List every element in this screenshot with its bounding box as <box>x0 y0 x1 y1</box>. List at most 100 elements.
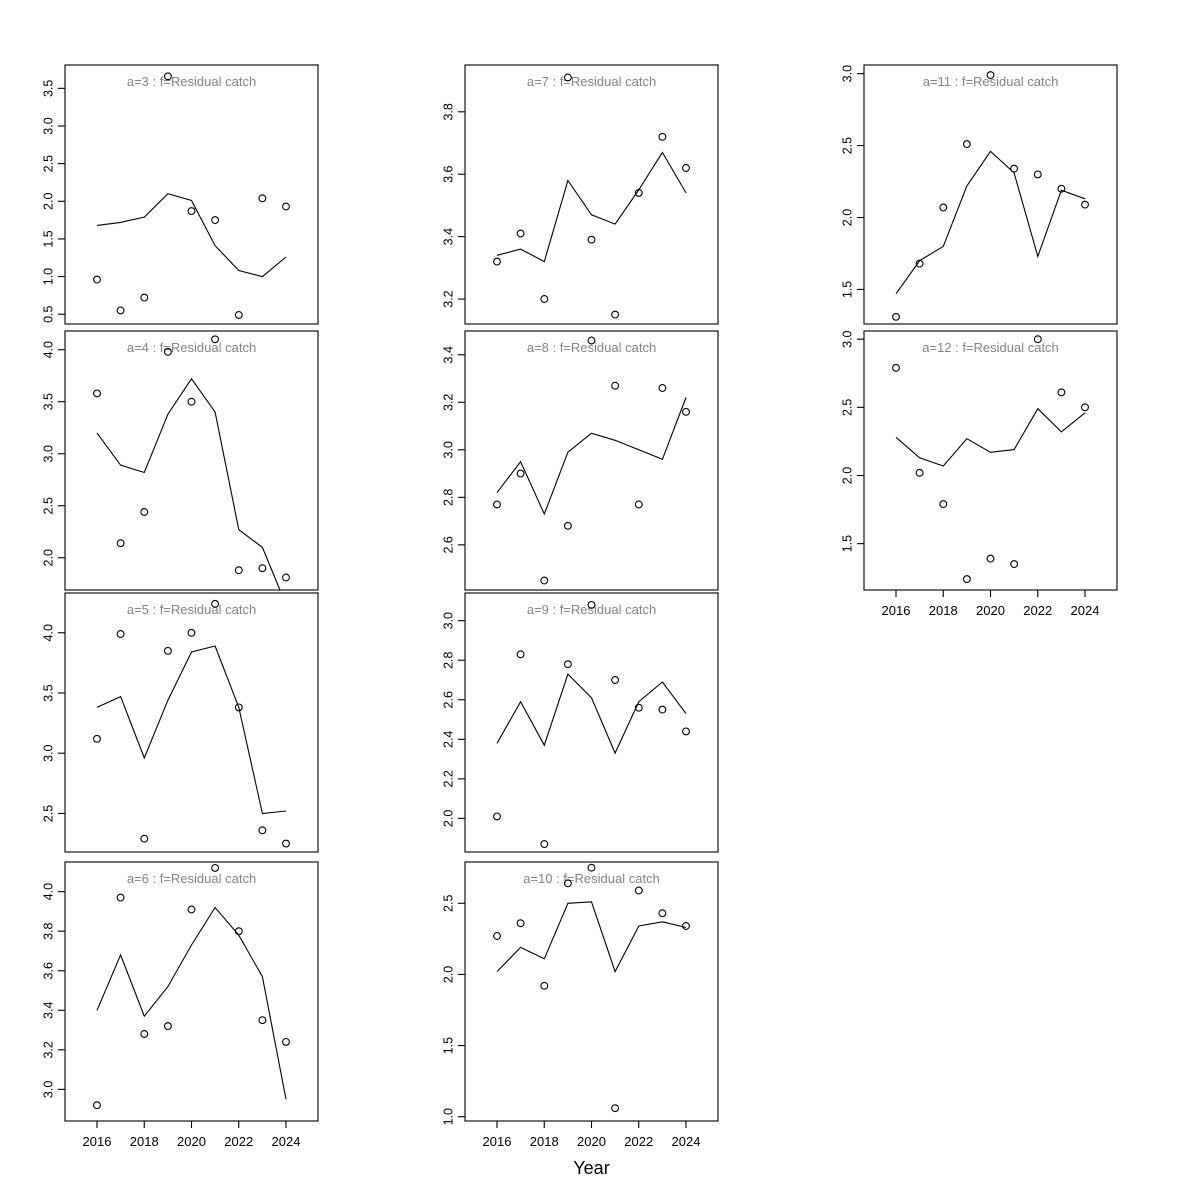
x-tick-label: 2022 <box>224 1134 253 1149</box>
observed-point <box>540 981 549 990</box>
observed-point <box>682 727 690 736</box>
y-tick-label: 3.5 <box>41 80 55 97</box>
y-tick-label: 3.2 <box>441 394 455 411</box>
observed-point <box>986 71 995 80</box>
y-tick-label: 2.0 <box>441 810 455 827</box>
observed-point <box>563 521 572 530</box>
x-tick-label: 2018 <box>130 1134 159 1149</box>
observed-point <box>116 306 125 315</box>
observed-point <box>939 500 948 509</box>
y-tick-label: 0.5 <box>41 305 55 322</box>
observed-point <box>540 576 549 585</box>
observed-point <box>258 1016 267 1025</box>
observed-point <box>587 600 596 609</box>
panel-a4: 2.0 2.5 3.0 3.5 4.0 a=4 : f=Residual catch <box>41 330 319 591</box>
panel-a8: 2.6 2.8 3.0 3.2 3.4 a=8 : f=Residual catch <box>441 330 719 591</box>
y-tick-label: 2.0 <box>41 549 55 566</box>
observed-point <box>140 834 149 843</box>
x-tick-label: 2018 <box>929 603 958 618</box>
panel-title: a=11 : f=Residual catch <box>923 74 1059 89</box>
y-tick-label: 2.6 <box>441 691 455 708</box>
fitted-line <box>96 906 287 1100</box>
observed-point <box>962 140 971 149</box>
observed-point <box>611 310 620 319</box>
fitted-line <box>496 151 687 263</box>
y-tick-label: 3.0 <box>441 612 455 629</box>
observed-point <box>187 397 196 406</box>
y-tick-label: 3.5 <box>41 393 55 410</box>
observed-point <box>116 630 125 638</box>
panel-title: a=5 : f=Residual catch <box>127 602 256 617</box>
y-tick-label: 3.4 <box>41 1002 55 1019</box>
observed-point <box>658 909 667 918</box>
panel-a11: 1.5 2.0 2.5 3.0 a=11 : f=Residual catch <box>840 64 1118 325</box>
y-tick-label: 1.5 <box>840 281 854 298</box>
x-tick-label: 2024 <box>272 1134 301 1149</box>
panel-border <box>863 64 1118 325</box>
y-tick-label: 2.0 <box>441 966 455 983</box>
x-tick-label: 2022 <box>624 1134 653 1149</box>
y-tick-label: 4.0 <box>41 624 55 641</box>
observed-point <box>140 508 149 516</box>
y-tick-label: 3.0 <box>41 445 55 462</box>
observed-point <box>682 164 690 172</box>
y-tick-label: 2.5 <box>840 137 854 154</box>
observed-point <box>587 235 596 244</box>
y-tick-label: 3.8 <box>441 103 455 120</box>
observed-point <box>93 734 101 743</box>
observed-point <box>1057 388 1066 397</box>
observed-point <box>282 1037 290 1046</box>
observed-point <box>587 336 596 345</box>
y-tick-label: 2.0 <box>41 193 55 210</box>
observed-point <box>211 863 220 872</box>
observed-point <box>634 188 643 197</box>
observed-point <box>682 407 690 416</box>
observed-point <box>634 703 643 712</box>
observed-point <box>611 381 620 390</box>
observed-point <box>1033 170 1042 179</box>
panel-a12: 1.5 2.0 2.5 3.0 2016 2018 2020 2022 2024 a=12 : f… <box>840 330 1118 618</box>
y-tick-label: 3.2 <box>41 1041 55 1058</box>
panel-title: a=7 : f=Residual catch <box>527 74 656 89</box>
fitted-line <box>895 150 1086 295</box>
observed-point <box>1081 403 1089 412</box>
observed-point <box>282 573 290 582</box>
observed-point <box>516 229 525 238</box>
panel-title: a=4 : f=Residual catch <box>127 340 256 355</box>
observed-point <box>234 311 243 319</box>
y-tick-label: 3.0 <box>41 744 55 761</box>
fitted-line <box>96 193 287 278</box>
panel-title: a=6 : f=Residual catch <box>127 871 256 886</box>
observed-point <box>258 194 267 203</box>
y-tick-label: 4.0 <box>41 883 55 900</box>
y-tick-label: 1.5 <box>41 230 55 247</box>
observed-point <box>563 73 572 82</box>
observed-point <box>211 216 220 225</box>
panel-border <box>64 64 319 325</box>
y-tick-label: 3.0 <box>41 117 55 134</box>
panel-a3: 0.5 1.0 1.5 2.0 2.5 3.0 3.5 a=3 : f=Residual ca… <box>41 64 319 325</box>
panel-a10: 1.0 1.5 2.0 2.5 2016 2018 2020 2022 2024 a=10 : f… <box>441 861 719 1149</box>
observed-point <box>563 879 572 888</box>
x-tick-label: 2020 <box>577 1134 606 1149</box>
y-tick-label: 2.0 <box>840 467 854 484</box>
observed-point <box>493 257 501 266</box>
y-tick-label: 2.5 <box>441 895 455 912</box>
observed-point <box>234 566 243 575</box>
y-tick-label: 2.2 <box>441 770 455 787</box>
fitted-line <box>496 901 687 973</box>
observed-point <box>540 840 549 849</box>
observed-point <box>493 932 501 940</box>
observed-point <box>915 259 924 268</box>
observed-point <box>516 469 525 478</box>
observed-point <box>587 863 596 872</box>
panel-title: a=12 : f=Residual catch <box>922 340 1059 355</box>
observed-point <box>658 384 667 392</box>
observed-point <box>140 1030 149 1038</box>
observed-point <box>282 202 290 211</box>
observed-point <box>516 919 525 928</box>
fitted-line <box>496 673 687 755</box>
panel-border <box>64 861 319 1122</box>
